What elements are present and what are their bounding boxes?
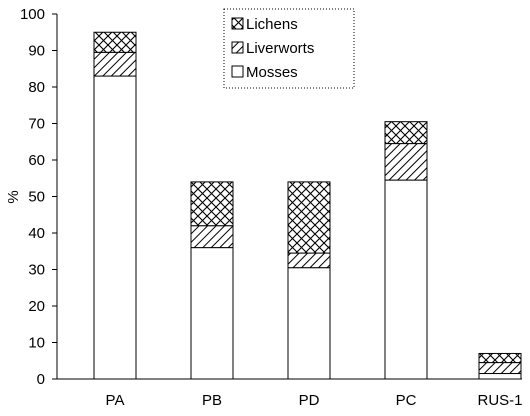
y-tick-label: 100 <box>20 6 45 23</box>
bar-segment-mosses <box>93 75 137 380</box>
legend-label-lichens: Lichens <box>246 16 298 33</box>
bar-segment-lichens <box>287 181 331 254</box>
bar-segment-mosses <box>190 247 234 380</box>
bar-segment-liverworts <box>93 51 137 77</box>
bar-segment-mosses <box>478 373 522 380</box>
bar-segment-liverworts <box>384 143 428 181</box>
y-tick-label: 60 <box>28 152 45 169</box>
bar-segment-lichens <box>190 181 234 227</box>
x-category-label: RUS-1 <box>477 392 522 409</box>
y-tick-label: 10 <box>28 335 45 352</box>
legend-swatch-lichens <box>231 17 244 30</box>
bar-segment-liverworts <box>478 362 522 375</box>
legend-box <box>223 8 355 89</box>
y-tick-label: 80 <box>28 79 45 96</box>
y-tick-label: 70 <box>28 116 45 133</box>
bar-segment-mosses <box>287 267 331 380</box>
bar-segment-liverworts <box>190 225 234 249</box>
y-tick-label: 20 <box>28 298 45 315</box>
legend: Lichens Liverworts Mosses <box>223 8 355 89</box>
y-tick-label: 90 <box>28 43 45 60</box>
y-tick-label: 40 <box>28 225 45 242</box>
bars-layer <box>93 31 522 380</box>
x-category-label: PB <box>202 392 222 409</box>
y-axis-label: % <box>5 190 22 203</box>
bar-segment-lichens <box>478 352 522 364</box>
x-category-label: PD <box>299 392 320 409</box>
x-category-label: PC <box>396 392 417 409</box>
bar-segment-liverworts <box>287 252 331 269</box>
legend-swatch-mosses <box>231 65 244 78</box>
bar-segment-lichens <box>384 121 428 145</box>
y-tick-label: 0 <box>37 371 45 388</box>
bar-segment-mosses <box>384 179 428 380</box>
x-categories: PA PB PD PC RUS-1 <box>106 392 523 409</box>
legend-swatch-liverworts <box>231 41 244 54</box>
y-tick-label: 30 <box>28 262 45 279</box>
y-tick-label: 50 <box>28 189 45 206</box>
y-ticks: 0 10 20 30 40 50 60 70 80 90 100 <box>20 6 57 388</box>
legend-label-liverworts: Liverworts <box>246 40 314 57</box>
x-category-label: PA <box>106 392 125 409</box>
legend-label-mosses: Mosses <box>246 64 298 81</box>
bar-segment-lichens <box>93 31 137 53</box>
